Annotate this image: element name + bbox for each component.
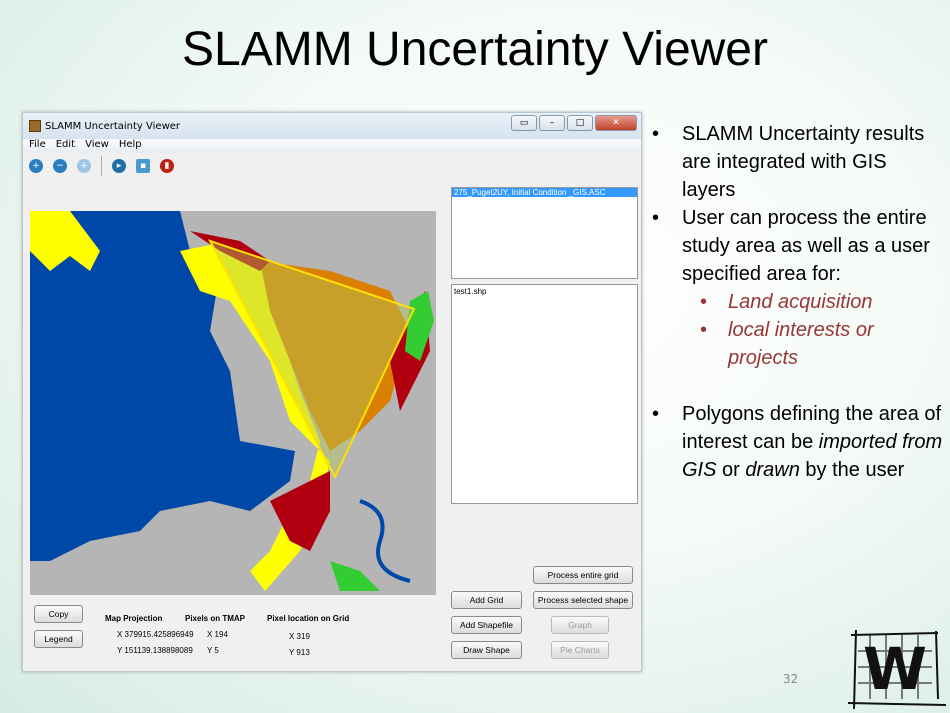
green-marsh — [330, 291, 434, 591]
bullet-item: User can process the entire study area a… — [650, 204, 945, 288]
delete-icon[interactable]: ▮ — [160, 159, 174, 173]
red-marsh — [190, 231, 430, 551]
sub-bullet-item: local interests or projects — [650, 316, 945, 372]
add-shapefile-button[interactable]: Add Shapefile — [451, 616, 522, 634]
pie-charts-button[interactable]: Pie Charts — [551, 641, 609, 659]
copy-button[interactable]: Copy — [34, 605, 83, 623]
title-bar: SLAMM Uncertainty Viewer ▭ – □ ✕ — [23, 113, 641, 139]
orange-marsh — [260, 261, 410, 451]
y-grid-value: Y 913 — [289, 648, 310, 657]
water-body — [30, 211, 295, 561]
drawn-polygon — [207, 239, 416, 480]
bullet-item: Polygons defining the area of interest c… — [650, 400, 945, 484]
x-projection-value: X 379915.425896949 — [117, 630, 194, 639]
draw-shape-button[interactable]: Draw Shape — [451, 641, 522, 659]
pixels-on-tmap-header: Pixels on TMAP — [185, 614, 246, 623]
x-tmap-value: X 194 — [207, 630, 228, 639]
yellow-marsh — [180, 241, 330, 591]
pixel-location-header: Pixel location on Grid — [267, 614, 350, 623]
grid-list[interactable]: 275_Puget2UY, Initial Condition _GIS.ASC — [451, 187, 638, 279]
save-icon[interactable]: ▪ — [136, 159, 150, 173]
open-icon[interactable]: ▸ — [112, 159, 126, 173]
maximize-button[interactable]: □ — [567, 115, 593, 131]
menu-file[interactable]: File — [29, 139, 46, 150]
page-number: 32 — [783, 672, 799, 686]
menu-bar: File Edit View Help — [23, 139, 641, 153]
add-grid-button[interactable]: Add Grid — [451, 591, 522, 609]
menu-help[interactable]: Help — [118, 139, 142, 150]
bullet-item: SLAMM Uncertainty results are integrated… — [650, 120, 945, 204]
legend-button[interactable]: Legend — [34, 630, 83, 648]
y-tmap-value: Y 5 — [207, 646, 219, 655]
slide-title: SLAMM Uncertainty Viewer — [182, 23, 768, 76]
y-projection-value: Y 151139.138898089 — [117, 646, 193, 655]
menu-edit[interactable]: Edit — [55, 139, 76, 150]
zoom-out-icon[interactable]: − — [53, 159, 67, 173]
map-canvas[interactable] — [30, 211, 436, 595]
x-grid-value: X 319 — [289, 632, 310, 641]
shapefile-list[interactable]: test1.shp — [451, 284, 638, 504]
process-entire-grid-button[interactable]: Process entire grid — [533, 566, 633, 584]
app-window: SLAMM Uncertainty Viewer ▭ – □ ✕ File Ed… — [22, 112, 642, 672]
restore-icon[interactable]: ▭ — [511, 115, 537, 131]
map-projection-header: Map Projection — [105, 614, 163, 623]
graph-button[interactable]: Graph — [551, 616, 609, 634]
process-selected-shape-button[interactable]: Process selected shape — [533, 591, 633, 609]
toolbar-separator — [101, 156, 102, 176]
app-icon — [29, 120, 41, 132]
yellow-marsh — [30, 211, 100, 271]
svg-text:W: W — [863, 635, 927, 703]
river — [359, 499, 411, 583]
shapefile-list-item[interactable]: test1.shp — [454, 287, 487, 296]
logo-icon: W — [848, 629, 947, 710]
add-icon[interactable]: + — [77, 159, 91, 173]
sub-bullet-item: Land acquisition — [650, 288, 945, 316]
grid-list-item[interactable]: 275_Puget2UY, Initial Condition _GIS.ASC — [452, 188, 637, 197]
close-button[interactable]: ✕ — [595, 115, 637, 131]
bullet-list: SLAMM Uncertainty results are integrated… — [650, 120, 945, 484]
menu-view[interactable]: View — [85, 139, 109, 150]
minimize-button[interactable]: – — [539, 115, 565, 131]
toolbar: + − + ▸ ▪ ▮ — [23, 153, 641, 179]
window-title: SLAMM Uncertainty Viewer — [45, 120, 181, 132]
zoom-in-icon[interactable]: + — [29, 159, 43, 173]
